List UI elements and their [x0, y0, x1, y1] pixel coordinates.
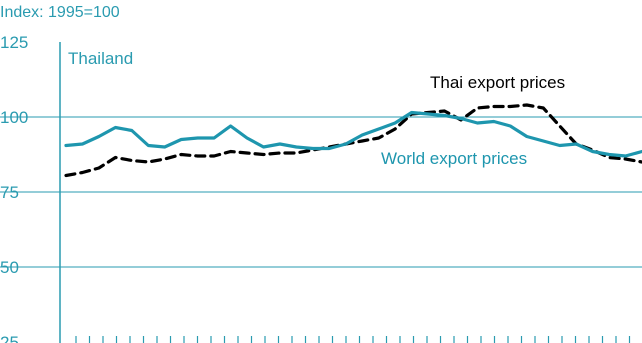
y-tick-label: 25: [0, 333, 19, 343]
x-tick-marks: [75, 336, 631, 343]
panel-label: Thailand: [68, 49, 133, 68]
gridlines: [0, 116, 642, 268]
index-label: Index: 1995=100: [0, 4, 120, 21]
series-label-world: World export prices: [381, 149, 527, 168]
series-line-world: [64, 110, 642, 158]
y-tick-label: 100: [0, 108, 28, 127]
series-label-thai: Thai export prices: [430, 73, 565, 92]
series-lines: [64, 103, 642, 178]
series-line-thai: [64, 103, 642, 178]
y-tick-labels: 25 50 75 100 125: [0, 33, 28, 343]
y-tick-label: 125: [0, 33, 28, 52]
y-tick-label: 50: [0, 258, 19, 277]
y-tick-label: 75: [0, 183, 19, 202]
